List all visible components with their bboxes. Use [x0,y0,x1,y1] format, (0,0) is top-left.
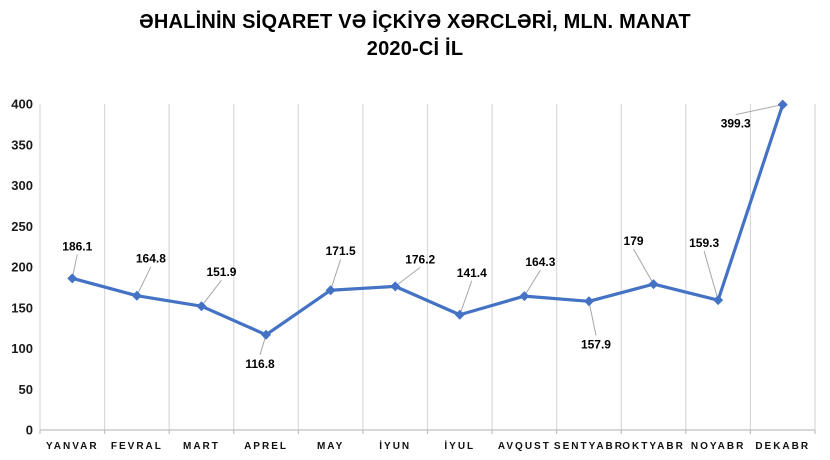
data-point-marker [583,296,594,307]
y-axis-tick-label: 0 [26,423,33,438]
data-label: 157.9 [581,337,611,351]
data-point-marker [454,309,465,320]
series-line [70,102,785,337]
y-axis-tick-label: 150 [11,300,33,315]
x-axis-category-label: FEVRAL [111,441,163,452]
y-axis-tick-label: 350 [11,137,33,152]
data-label: 176.2 [405,252,435,266]
y-axis-tick-label: 50 [19,382,33,397]
x-axis-category-label: MART [183,441,220,452]
y-axis-tick-label: 400 [11,97,33,112]
data-point-marker [713,295,724,306]
x-axis-category-label: MAY [317,441,344,452]
data-point-marker [325,285,336,296]
data-point-marker [648,279,659,290]
data-label: 171.5 [326,244,356,258]
y-axis-tick-label: 300 [11,178,33,193]
data-label-leader-line [136,266,152,296]
data-point-marker [131,290,142,301]
data-label: 141.4 [457,266,487,280]
data-label-leader-line [459,280,473,315]
data-point-marker [777,99,788,110]
data-label: 186.1 [62,239,92,253]
data-point-marker [390,281,401,292]
data-label-leader-line [394,266,421,287]
data-label-leader-line [201,279,222,307]
x-axis-category-label: APREL [244,441,288,452]
data-label-leader-line [523,269,541,297]
data-label: 399.3 [721,117,751,131]
data-label-leader-line [330,259,342,291]
x-axis-category-label: SENTYABR [554,441,624,452]
y-axis-tick-label: 100 [11,341,33,356]
data-label-leader-line [703,251,719,301]
y-axis-tick-label: 200 [11,260,33,275]
chart-title-line1: ƏHALİNİN SİQARET VƏ İÇKİYƏ XƏRCLƏRİ, MLN… [139,11,691,33]
data-label: 151.9 [206,265,236,279]
data-point-marker [519,291,530,302]
data-label-leader-line [735,104,783,116]
x-axis-category-label: NOYABR [691,441,745,452]
x-axis-category-label: YANVAR [46,441,99,452]
data-point-marker [67,273,78,284]
x-axis-category-label: OKTYABR [622,441,685,452]
data-label-leader-line [633,248,654,285]
data-label-leader-line [588,301,597,336]
data-label: 179 [624,234,644,248]
data-label: 164.3 [525,255,555,269]
chart-title: ƏHALİNİN SİQARET VƏ İÇKİYƏ XƏRCLƏRİ, MLN… [0,9,830,63]
x-axis-category-label: DEKABR [755,441,810,452]
x-axis-category-label: AVQUST [498,441,551,452]
x-axis-category-label: İYUN [379,439,411,452]
data-point-marker [196,301,207,312]
data-label: 116.8 [245,357,275,371]
data-label: 164.8 [136,252,166,266]
x-axis-category-label: İYUL [444,439,475,452]
chart-title-line2: 2020-Cİ İL [366,38,464,60]
y-axis-tick-label: 250 [11,219,33,234]
data-point-marker [261,329,272,340]
data-label: 159.3 [689,236,719,250]
